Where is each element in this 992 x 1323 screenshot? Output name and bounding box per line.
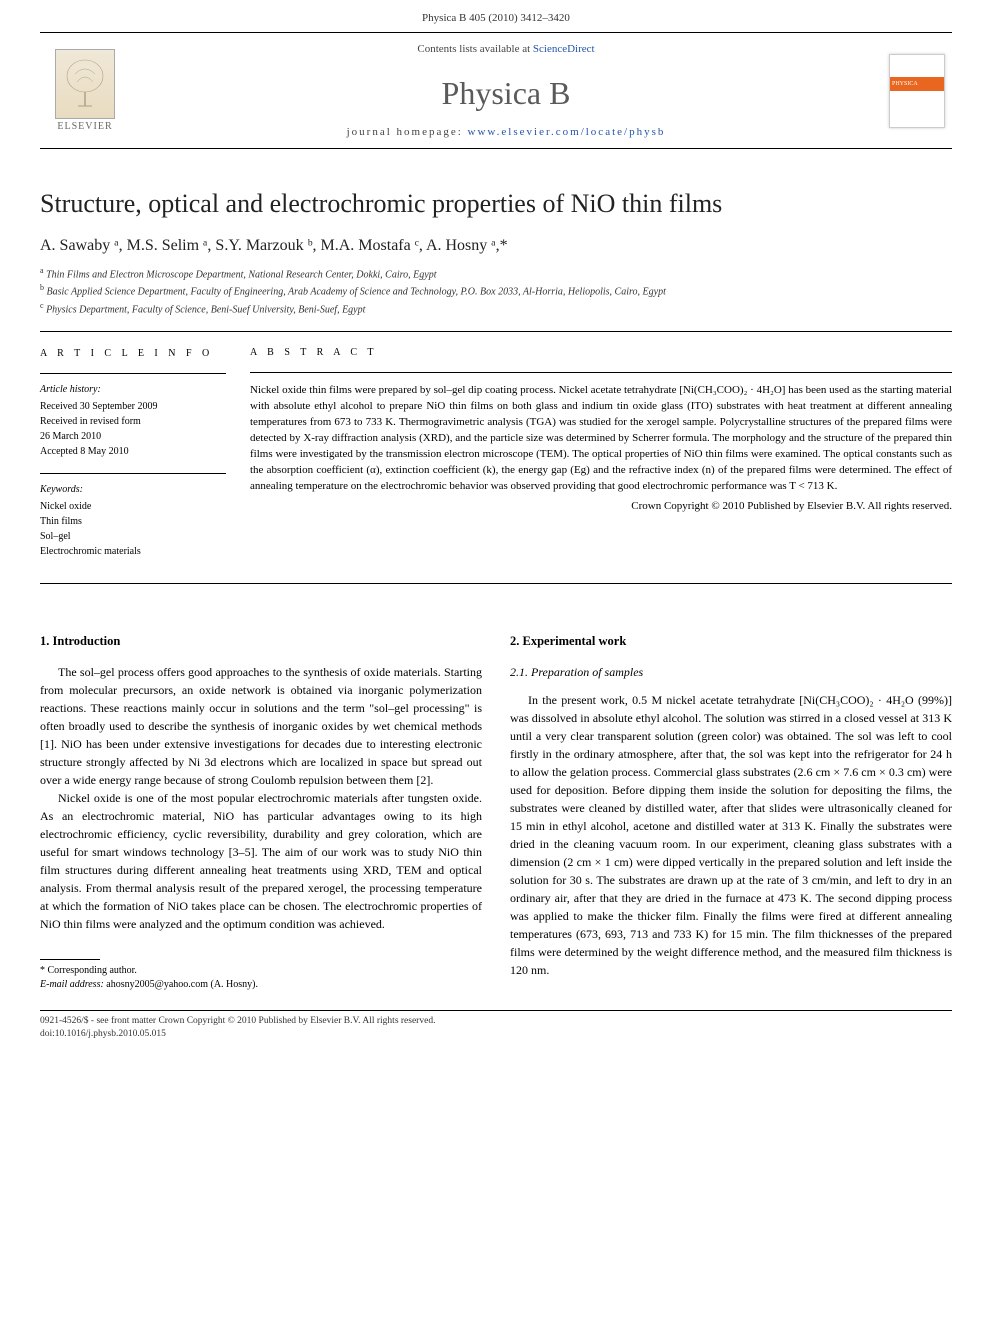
front-matter-line: 0921-4526/$ - see front matter Crown Cop…	[40, 1015, 952, 1028]
title-block: Structure, optical and electrochromic pr…	[40, 189, 952, 317]
column-left: 1. Introduction The sol–gel process offe…	[40, 632, 482, 992]
contents-prefix: Contents lists available at	[417, 43, 532, 55]
article-info-heading: A R T I C L E I N F O	[40, 346, 226, 361]
publisher-logo: ELSEVIER	[40, 33, 130, 148]
paragraph: The sol–gel process offers good approach…	[40, 663, 482, 789]
email-label: E-mail address:	[40, 979, 104, 990]
publisher-name: ELSEVIER	[57, 121, 112, 132]
cover-band-label: PHYSICA	[890, 77, 944, 91]
affiliations: a Thin Films and Electron Microscope Dep…	[40, 265, 952, 317]
body-columns: 1. Introduction The sol–gel process offe…	[40, 632, 952, 992]
abstract: A B S T R A C T Nickel oxide thin films …	[250, 346, 952, 573]
affiliation-a: a Thin Films and Electron Microscope Dep…	[40, 265, 952, 282]
masthead-center: Contents lists available at ScienceDirec…	[130, 33, 882, 148]
abstract-copyright: Crown Copyright © 2010 Published by Else…	[250, 499, 952, 515]
article-history: Article history: Received 30 September 2…	[40, 382, 226, 459]
paragraph: Nickel oxide is one of the most popular …	[40, 789, 482, 933]
info-abstract-row: A R T I C L E I N F O Article history: R…	[40, 332, 952, 583]
running-head: Physica B 405 (2010) 3412–3420	[0, 0, 992, 32]
keyword: Thin films	[40, 514, 226, 529]
keyword: Electrochromic materials	[40, 544, 226, 559]
keyword: Nickel oxide	[40, 499, 226, 514]
sciencedirect-link[interactable]: ScienceDirect	[533, 43, 595, 55]
journal-homepage-link[interactable]: www.elsevier.com/locate/physb	[468, 126, 666, 138]
cover-box: PHYSICA	[889, 54, 945, 128]
elsevier-tree-icon	[55, 49, 115, 119]
journal-title: Physica B	[442, 75, 571, 112]
homepage-prefix: journal homepage:	[347, 126, 468, 138]
corresponding-author-note: * Corresponding author.	[40, 964, 482, 978]
abstract-heading: A B S T R A C T	[250, 346, 952, 361]
bottom-divider	[40, 1010, 952, 1011]
history-line: 26 March 2010	[40, 429, 226, 444]
history-line: Accepted 8 May 2010	[40, 444, 226, 459]
footnote-rule	[40, 959, 100, 960]
section-2-heading: 2. Experimental work	[510, 632, 952, 651]
keywords-label: Keywords:	[40, 482, 226, 497]
article-info: A R T I C L E I N F O Article history: R…	[40, 346, 250, 573]
front-matter-footer: 0921-4526/$ - see front matter Crown Cop…	[40, 1015, 952, 1042]
journal-cover-thumbnail: PHYSICA	[882, 33, 952, 148]
section-1-heading: 1. Introduction	[40, 632, 482, 651]
abstract-divider	[250, 372, 952, 373]
email-address: ahosny2005@yahoo.com (A. Hosny).	[106, 979, 258, 990]
paragraph: In the present work, 0.5 M nickel acetat…	[510, 691, 952, 979]
article-title: Structure, optical and electrochromic pr…	[40, 189, 952, 219]
info-divider	[40, 373, 226, 374]
keyword: Sol–gel	[40, 529, 226, 544]
journal-homepage-line: journal homepage: www.elsevier.com/locat…	[347, 126, 666, 138]
section-2-1-heading: 2.1. Preparation of samples	[510, 663, 952, 681]
author-list: A. Sawaby ᵃ, M.S. Selim ᵃ, S.Y. Marzouk …	[40, 237, 952, 255]
doi-line: doi:10.1016/j.physb.2010.05.015	[40, 1028, 952, 1041]
affiliation-c: c Physics Department, Faculty of Science…	[40, 300, 952, 317]
info-divider	[40, 473, 226, 474]
affiliation-b: b Basic Applied Science Department, Facu…	[40, 282, 952, 299]
history-label: Article history:	[40, 382, 226, 397]
corresponding-email: E-mail address: ahosny2005@yahoo.com (A.…	[40, 978, 482, 992]
journal-masthead: ELSEVIER Contents lists available at Sci…	[40, 32, 952, 149]
divider	[40, 583, 952, 584]
keywords-block: Keywords: Nickel oxide Thin films Sol–ge…	[40, 482, 226, 559]
column-right: 2. Experimental work 2.1. Preparation of…	[510, 632, 952, 992]
history-line: Received 30 September 2009	[40, 399, 226, 414]
history-line: Received in revised form	[40, 414, 226, 429]
abstract-text: Nickel oxide thin films were prepared by…	[250, 383, 952, 495]
contents-available-line: Contents lists available at ScienceDirec…	[417, 43, 594, 55]
